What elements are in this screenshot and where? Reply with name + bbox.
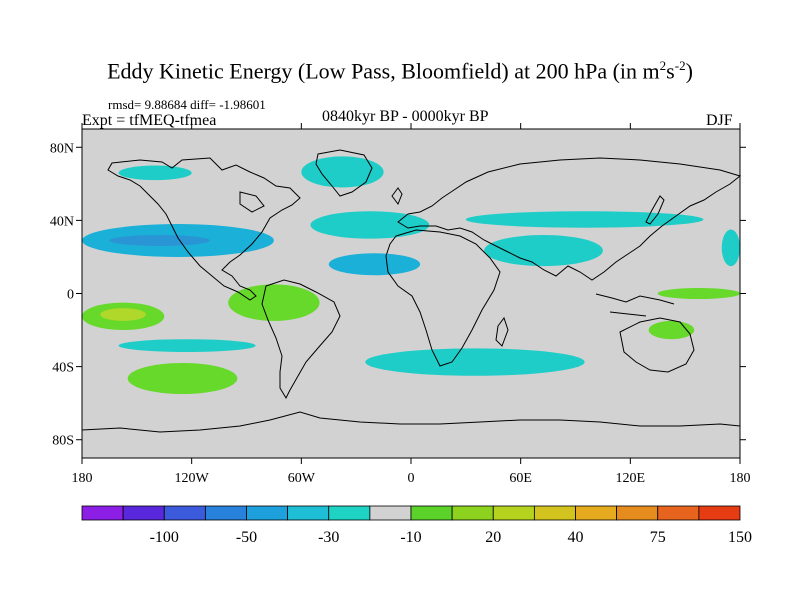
region-w-pacific-negative xyxy=(721,229,740,267)
coastline-eurasia xyxy=(397,157,742,281)
colorbar-label: -100 xyxy=(150,529,179,546)
colorbar-label: -10 xyxy=(400,529,421,546)
region-mideast-negative xyxy=(484,235,603,267)
coastline-australia xyxy=(619,317,695,373)
region-s-atlantic-negative xyxy=(365,348,585,376)
colorbar-swatch xyxy=(246,505,289,521)
plot-title: Eddy Kinetic Energy (Low Pass, Bloomfiel… xyxy=(107,58,693,84)
region-australia-positive xyxy=(648,320,695,340)
colorbar-swatch xyxy=(616,505,659,521)
region-e-pacific-core-positive xyxy=(100,308,146,321)
region-s-america-positive xyxy=(228,284,320,321)
lon-tick-label: 180 xyxy=(730,471,751,486)
colorbar-swatch xyxy=(287,505,330,521)
lat-tick-label: 80N xyxy=(50,141,74,156)
coastline-hudson-bay xyxy=(239,191,265,213)
colorbar-label: -50 xyxy=(236,529,257,546)
stats-label: rmsd= 9.88684 diff= -1.98601 xyxy=(108,97,266,112)
region-s-pacific-positive xyxy=(127,362,238,395)
colorbar-swatch xyxy=(657,505,700,521)
region-indonesia-positive xyxy=(657,288,740,299)
lat-tick-label: 0 xyxy=(67,288,74,303)
lat-tick-label: 80S xyxy=(52,434,74,449)
colorbar-swatch xyxy=(492,505,535,521)
lon-tick-label: 120E xyxy=(616,471,646,486)
lon-tick-label: 180 xyxy=(72,471,93,486)
colorbar-swatch xyxy=(451,505,494,521)
coastline-antarctica xyxy=(81,411,741,433)
colorbar-label: -30 xyxy=(318,529,339,546)
colorbar-labels: -100 -50 -30 -10 20 40 75 150 xyxy=(150,529,752,546)
lon-tick-label: 0 xyxy=(408,471,415,486)
coastline-greenland xyxy=(315,149,373,197)
map-background xyxy=(82,129,740,458)
coastline-uk xyxy=(391,187,403,206)
colorbar-swatch xyxy=(410,505,453,521)
colorbar-swatch xyxy=(81,505,124,521)
colorbar-swatch xyxy=(533,505,576,521)
region-alaska-negative xyxy=(118,165,192,181)
colorbar-swatch xyxy=(369,505,412,521)
region-mediterranean-negative xyxy=(465,211,704,228)
region-n-africa-negative xyxy=(328,253,421,276)
colorbar-label: 75 xyxy=(650,529,666,546)
coastline-south-america xyxy=(261,279,341,400)
colorbar-swatch xyxy=(698,505,741,521)
coastlines xyxy=(81,149,742,433)
lat-tick-label: 40N xyxy=(50,214,74,229)
coastline-africa xyxy=(385,229,501,367)
colorbar-swatch xyxy=(575,505,618,521)
region-greenland-negative xyxy=(301,156,384,188)
region-n-atlantic-negative xyxy=(310,211,430,239)
colorbar-label: 150 xyxy=(728,529,752,546)
lon-tick-label: 60E xyxy=(509,471,532,486)
coastline-madagascar xyxy=(495,316,509,347)
season-label: DJF xyxy=(706,112,733,129)
coastline-indonesia xyxy=(595,293,675,317)
colorbar-swatch xyxy=(328,505,371,521)
coastline-japan xyxy=(645,195,665,225)
coastline-north-america xyxy=(107,157,301,301)
anomaly-regions xyxy=(81,156,740,395)
lat-tick-label: 40S xyxy=(52,361,74,376)
colorbar-label: 40 xyxy=(568,529,584,546)
colorbar-swatch xyxy=(122,505,165,521)
colorbar-swatch xyxy=(204,505,247,521)
colorbar-swatch xyxy=(163,505,206,521)
lon-tick-label: 120W xyxy=(175,471,210,486)
region-n-pacific-core-strong-negative xyxy=(109,235,210,246)
latitude-ticks: 80N 40N 0 40S 80S xyxy=(50,141,746,449)
longitude-ticks: 180 120W 60W 0 60E 120E 180 xyxy=(72,123,751,486)
colorbar xyxy=(81,505,741,521)
lon-tick-label: 60W xyxy=(288,471,316,486)
experiment-label: Expt = tfMEQ-tfmea xyxy=(82,112,217,129)
region-s-pacific-band-negative xyxy=(118,339,256,352)
colorbar-label: 20 xyxy=(485,529,501,546)
period-label: 0840kyr BP - 0000kyr BP xyxy=(322,108,489,125)
